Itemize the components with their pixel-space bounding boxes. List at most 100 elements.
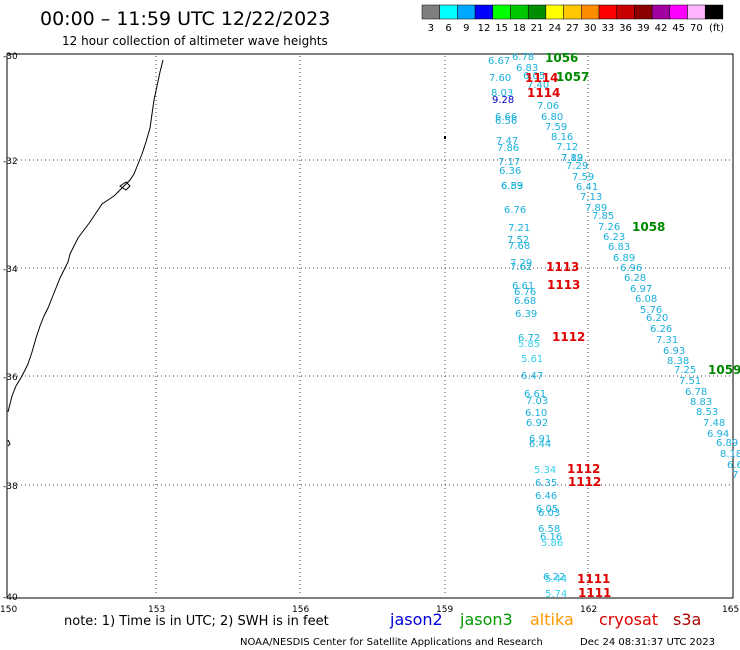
color-legend: 3 6 9 12 15 18 21 24 27 30 33 36 39 42 45 70 bbox=[421, 4, 724, 34]
swh-value: 7.47 bbox=[496, 136, 518, 147]
swh-value: 7.59 bbox=[572, 172, 594, 183]
legend-swatch bbox=[474, 4, 494, 20]
lat-lon-grid bbox=[9, 56, 731, 596]
legend-swatch bbox=[598, 4, 617, 20]
pass-time: 1113 bbox=[547, 278, 580, 292]
swh-value: 6.89 bbox=[716, 438, 738, 449]
legend-swatch bbox=[687, 4, 706, 20]
swh-value: 6.41 bbox=[576, 182, 598, 193]
swh-value: 5.86 bbox=[541, 538, 563, 549]
swh-value: 6.89 bbox=[613, 253, 635, 264]
pass-time: 1056 bbox=[545, 51, 578, 65]
swh-track-labels: 6.67 6.786.837.60 6.057.408.039.287.066.66… bbox=[488, 52, 740, 600]
legend-label: 3 bbox=[428, 23, 434, 34]
swh-value: 8.38 bbox=[667, 356, 689, 367]
swh-value: 6.78 bbox=[685, 387, 707, 398]
lon-label: 162 bbox=[580, 605, 597, 615]
legend-label: 18 bbox=[513, 23, 526, 34]
swh-value: 6.23 bbox=[603, 232, 625, 243]
legend-label: 6 bbox=[445, 23, 451, 34]
swh-value: 6.03 bbox=[538, 508, 560, 519]
swh-value: 7.17 bbox=[498, 157, 520, 168]
swh-value: 8.53 bbox=[696, 407, 718, 418]
swh-value: 8.03 bbox=[491, 88, 513, 99]
swh-value: 5.76 bbox=[640, 305, 662, 316]
swh-value: 6.56 bbox=[495, 116, 517, 127]
legend-swatch bbox=[545, 4, 564, 20]
pass-time: 1113 bbox=[546, 260, 579, 274]
swh-value: 7.21 bbox=[508, 223, 530, 234]
swh-value: 6.20 bbox=[646, 313, 668, 324]
swh-value: 7.85 bbox=[592, 211, 614, 222]
swh-value: 8.83 bbox=[690, 397, 712, 408]
lat-label: -30 bbox=[3, 52, 18, 62]
swh-value: 6.22 bbox=[543, 572, 565, 583]
swh-value: 7.68 bbox=[508, 241, 530, 252]
lat-label: -40 bbox=[3, 593, 18, 603]
legend-swatch bbox=[510, 4, 529, 20]
swh-value: 6.97 bbox=[630, 284, 652, 295]
sat-s3a: s3a bbox=[673, 610, 701, 629]
swh-value: 7.60 bbox=[489, 73, 511, 84]
legend-label: 30 bbox=[584, 23, 597, 34]
legend-swatch bbox=[527, 4, 547, 20]
swh-value: 6.05 bbox=[523, 71, 545, 82]
pass-time: 1059 bbox=[708, 363, 740, 377]
swh-value: 7.31 bbox=[656, 335, 678, 346]
swh-value: 6.35 bbox=[535, 478, 557, 489]
swh-value: 8.16 bbox=[551, 132, 573, 143]
swh-value: 7.40 bbox=[527, 80, 549, 91]
legend-label: 21 bbox=[531, 23, 544, 34]
swh-value: 7.06 bbox=[537, 101, 559, 112]
lat-label: -34 bbox=[3, 265, 18, 275]
swh-value: 6.58 bbox=[538, 524, 560, 535]
swh-value: 5.74 bbox=[545, 589, 567, 600]
pass-time: 1112 bbox=[552, 330, 585, 344]
swh-value: 7.89 bbox=[561, 153, 583, 164]
lat-label: -36 bbox=[3, 373, 18, 383]
legend-label: 45 bbox=[672, 23, 685, 34]
footer-timestamp: Dec 24 08:31:37 UTC 2023 bbox=[580, 637, 715, 648]
swh-value: 7.25 bbox=[674, 365, 696, 376]
legend-swatch bbox=[634, 4, 653, 20]
satellite-legend: jason2 jason3 altika cryosat s3a bbox=[389, 610, 701, 629]
swh-value: 6.91 bbox=[529, 434, 551, 445]
lon-label: 153 bbox=[148, 605, 165, 615]
pass-time: 1111 bbox=[577, 572, 610, 586]
swh-value: 6.59 bbox=[501, 181, 523, 192]
swh-value: 6.47 bbox=[521, 371, 543, 382]
swh-value: 6.76 bbox=[514, 287, 536, 298]
legend-swatch bbox=[439, 4, 458, 20]
swh-value: 6.67 bbox=[488, 56, 510, 67]
swh-value: 6.80 bbox=[541, 112, 563, 123]
swh-value: 5.34 bbox=[534, 465, 556, 476]
swh-value: 5.44 bbox=[545, 574, 567, 585]
swh-value: 7.51 bbox=[679, 376, 701, 387]
legend-swatch bbox=[651, 4, 671, 20]
legend-swatch bbox=[616, 4, 635, 20]
legend-label: 70 bbox=[690, 23, 703, 34]
swh-value: 7.48 bbox=[703, 418, 725, 429]
legend-swatch bbox=[669, 4, 688, 20]
swh-value: 6.63 bbox=[727, 460, 740, 471]
legend-label: 12 bbox=[478, 23, 491, 34]
swh-value: 6.28 bbox=[624, 273, 646, 284]
lat-label: -32 bbox=[3, 157, 18, 167]
swh-value: 6.46 bbox=[535, 491, 557, 502]
swh-value: 6.26 bbox=[650, 324, 672, 335]
legend-label: 9 bbox=[463, 23, 469, 34]
legend-swatch bbox=[492, 4, 511, 20]
longitude-labels: 150 153 156 159 162 165 bbox=[0, 605, 739, 615]
legend-label: 15 bbox=[495, 23, 508, 34]
footer-note: note: 1) Time is in UTC; 2) SWH is in fe… bbox=[64, 614, 329, 629]
sat-jason3: jason3 bbox=[459, 610, 513, 629]
swh-value: 6.96 bbox=[620, 263, 642, 274]
sat-jason2: jason2 bbox=[389, 610, 443, 629]
pass-time-labels: 1056111410571114105811131113111210591112… bbox=[525, 51, 740, 600]
latitude-labels: -30 -32 -34 -36 -38 -40 bbox=[3, 52, 18, 603]
lon-label: 165 bbox=[722, 605, 739, 615]
swh-value: 7.52 bbox=[507, 235, 529, 246]
legend-label: 33 bbox=[601, 23, 614, 34]
coastline-islet bbox=[7, 439, 11, 447]
